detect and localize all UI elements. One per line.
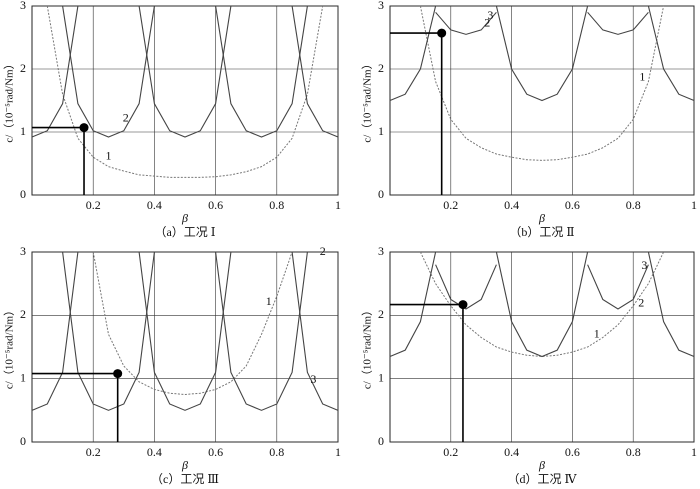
curve-label: 1 (106, 148, 112, 162)
x-tick-label: 0.2 (443, 445, 458, 459)
curve (587, 264, 649, 310)
curve-label: 1 (266, 294, 272, 308)
y-axis-label: c/（10⁻⁵rad/Nm） (3, 58, 16, 142)
curve (62, 5, 155, 138)
y-tick-label: 0 (20, 434, 26, 448)
x-tick-label: 0.6 (565, 445, 580, 459)
curve (647, 251, 695, 358)
y-tick-label: 3 (378, 244, 384, 258)
x-tick-label: 0.6 (208, 198, 223, 212)
marker-point (79, 123, 89, 133)
y-tick-label: 2 (378, 307, 384, 321)
x-tick-label: 0.4 (147, 198, 162, 212)
subplot: 0 1 2 3 0.2 0.4 0.6 0.8 1 1 2 3 β（d）工况 Ⅳ c/（10⁻⁵rad/N… (361, 244, 697, 486)
y-tick-label: 0 (378, 434, 384, 448)
curve (138, 5, 232, 138)
x-tick-label: 1 (335, 198, 341, 212)
curve-label: 1 (639, 69, 645, 83)
curve (419, 251, 665, 358)
marker-point (437, 28, 447, 38)
curve (215, 251, 308, 411)
curve (587, 11, 649, 35)
x-tick-label: 0.4 (504, 445, 519, 459)
curve-label: 2 (123, 110, 129, 124)
curve (435, 264, 497, 310)
caption: （b）工况 Ⅱ (509, 225, 574, 239)
x-tick-label: 0.8 (269, 198, 284, 212)
curve (495, 251, 589, 358)
x-tick-label: 0.6 (208, 445, 223, 459)
y-tick-label: 1 (20, 124, 26, 138)
curve (46, 5, 324, 178)
y-axis-label: c/（10⁻⁵rad/Nm） (361, 58, 374, 142)
y-tick-label: 1 (378, 124, 384, 138)
y-tick-label: 2 (20, 307, 26, 321)
curve-label: 2 (484, 16, 490, 30)
curve-label: 1 (594, 326, 600, 340)
curve (419, 5, 665, 161)
x-axis-label: β (181, 458, 188, 472)
caption: （a）工况 Ⅰ (154, 225, 215, 239)
x-tick-label: 0.2 (86, 445, 101, 459)
y-tick-label: 2 (378, 61, 384, 75)
curve (31, 251, 79, 411)
curve (389, 5, 437, 102)
curve-label: 3 (310, 372, 316, 386)
x-tick-label: 0.6 (565, 198, 580, 212)
marker-point (458, 300, 468, 310)
x-tick-label: 0.2 (443, 198, 458, 212)
curve (62, 251, 155, 411)
curve-label: 2 (638, 295, 644, 309)
y-tick-label: 1 (378, 370, 384, 384)
x-axis-label: β (538, 211, 545, 225)
curve (215, 5, 308, 138)
marker-point (113, 369, 123, 379)
caption: （c）工况 Ⅲ (151, 472, 219, 486)
curve-label: 3 (641, 258, 647, 272)
x-tick-label: 0.8 (626, 198, 641, 212)
y-tick-label: 0 (378, 187, 384, 201)
x-tick-label: 0.2 (86, 198, 101, 212)
y-tick-label: 3 (20, 244, 26, 258)
y-tick-label: 0 (20, 187, 26, 201)
x-tick-label: 0.4 (504, 198, 519, 212)
curve (435, 11, 497, 35)
y-tick-label: 3 (378, 0, 384, 12)
curve (138, 251, 232, 411)
y-tick-label: 2 (20, 61, 26, 75)
curve (291, 5, 339, 138)
plot-frame (31, 251, 339, 443)
x-tick-label: 1 (691, 198, 697, 212)
x-axis-label: β (181, 211, 188, 225)
x-axis-label: β (538, 458, 545, 472)
x-tick-label: 0.4 (147, 445, 162, 459)
x-tick-label: 1 (335, 445, 341, 459)
y-axis-label: c/（10⁻⁵rad/Nm） (3, 305, 16, 389)
y-tick-label: 3 (20, 0, 26, 12)
curve (389, 251, 437, 358)
subplot: 0 1 2 3 0.2 0.4 0.6 0.8 1 1 2 3 β（c）工况 Ⅲ c/（10⁻⁵rad/N… (3, 244, 341, 486)
curve (31, 5, 79, 138)
curve (291, 251, 339, 411)
curve-label: 2 (320, 244, 326, 258)
x-tick-label: 0.8 (269, 445, 284, 459)
curve (647, 5, 695, 102)
y-axis-label: c/（10⁻⁵rad/Nm） (361, 305, 374, 389)
x-tick-label: 1 (691, 445, 697, 459)
curve (495, 5, 589, 102)
curve-label: 3 (487, 8, 493, 22)
caption: （d）工况 Ⅳ (508, 472, 578, 486)
y-tick-label: 1 (20, 370, 26, 384)
plot-frame (389, 251, 695, 443)
x-tick-label: 0.8 (626, 445, 641, 459)
curve (92, 251, 293, 396)
